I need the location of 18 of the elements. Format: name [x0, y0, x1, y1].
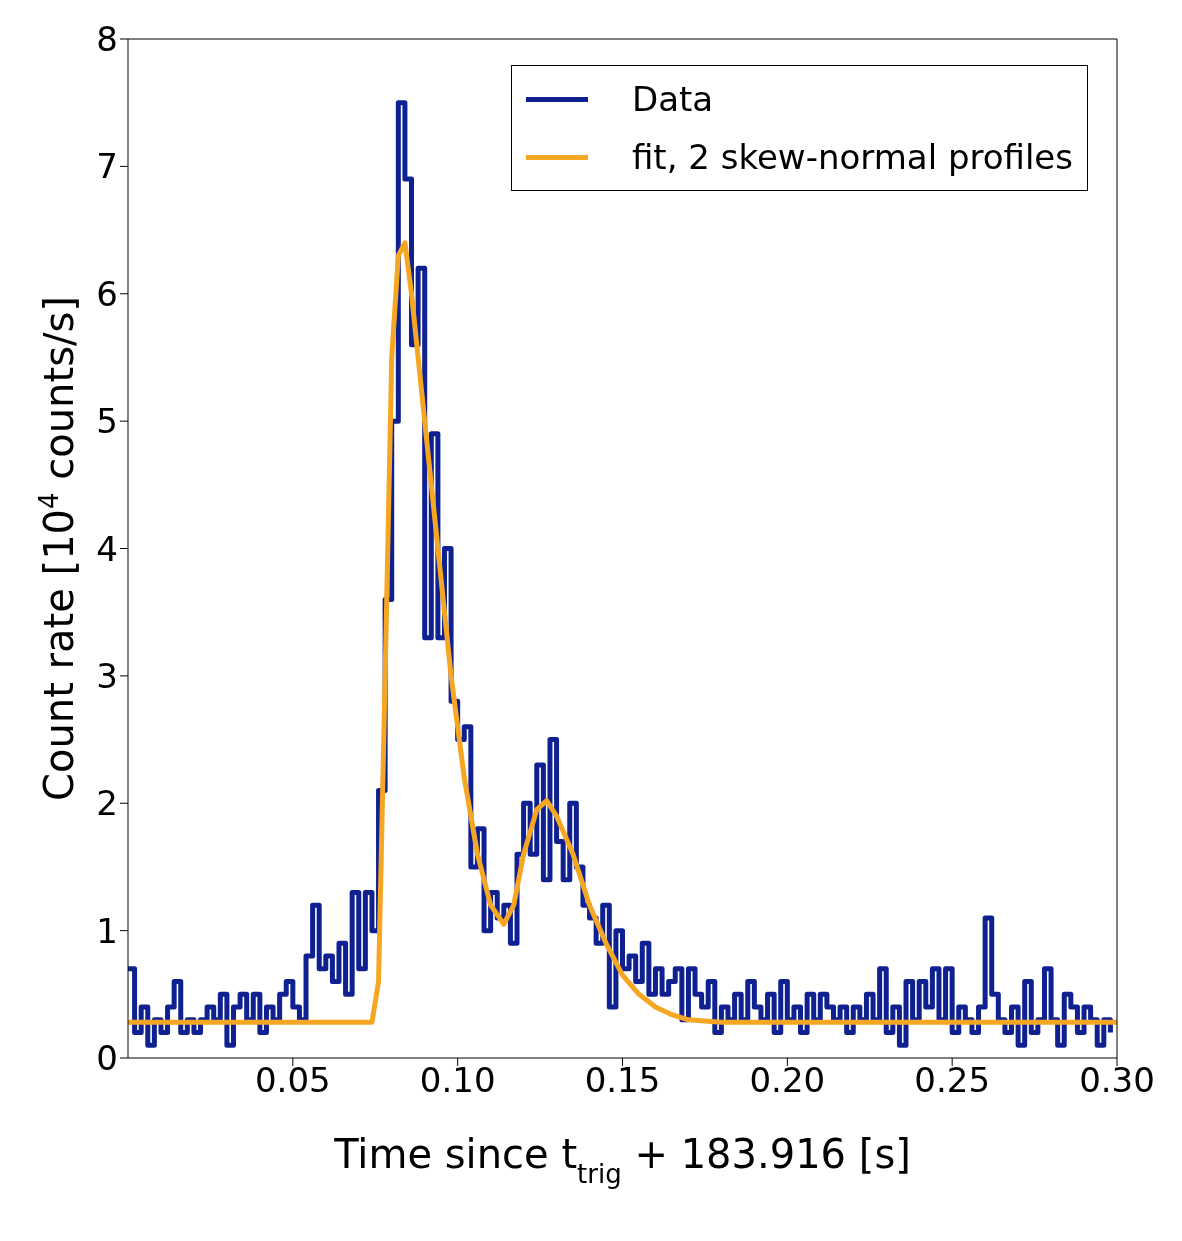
y-tick-label: 4 — [96, 528, 118, 569]
x-tick-label: 0.20 — [749, 1060, 826, 1101]
x-tick-label: 0.25 — [914, 1060, 991, 1101]
x-tick-label: 0.05 — [254, 1060, 331, 1101]
y-tick-label: 8 — [96, 19, 118, 60]
x-tick-label: 0.30 — [1079, 1060, 1155, 1101]
y-tick-label: 2 — [96, 783, 118, 824]
y-tick-label: 1 — [96, 910, 118, 951]
legend-label: fit, 2 skew-normal profiles — [631, 136, 1073, 179]
y-tick-label: 5 — [96, 401, 118, 442]
y-tick-label: 0 — [96, 1038, 118, 1079]
x-axis-title: Time since t$_{trig}$ + 183.916 [s] — [333, 1131, 911, 1189]
y-tick-label: 7 — [96, 146, 118, 187]
x-tick-label: 0.15 — [584, 1060, 661, 1101]
y-tick-label: 6 — [96, 273, 118, 314]
y-tick-label: 3 — [96, 655, 118, 696]
legend-label: Data — [631, 78, 714, 121]
x-tick-label: 0.10 — [419, 1060, 496, 1101]
